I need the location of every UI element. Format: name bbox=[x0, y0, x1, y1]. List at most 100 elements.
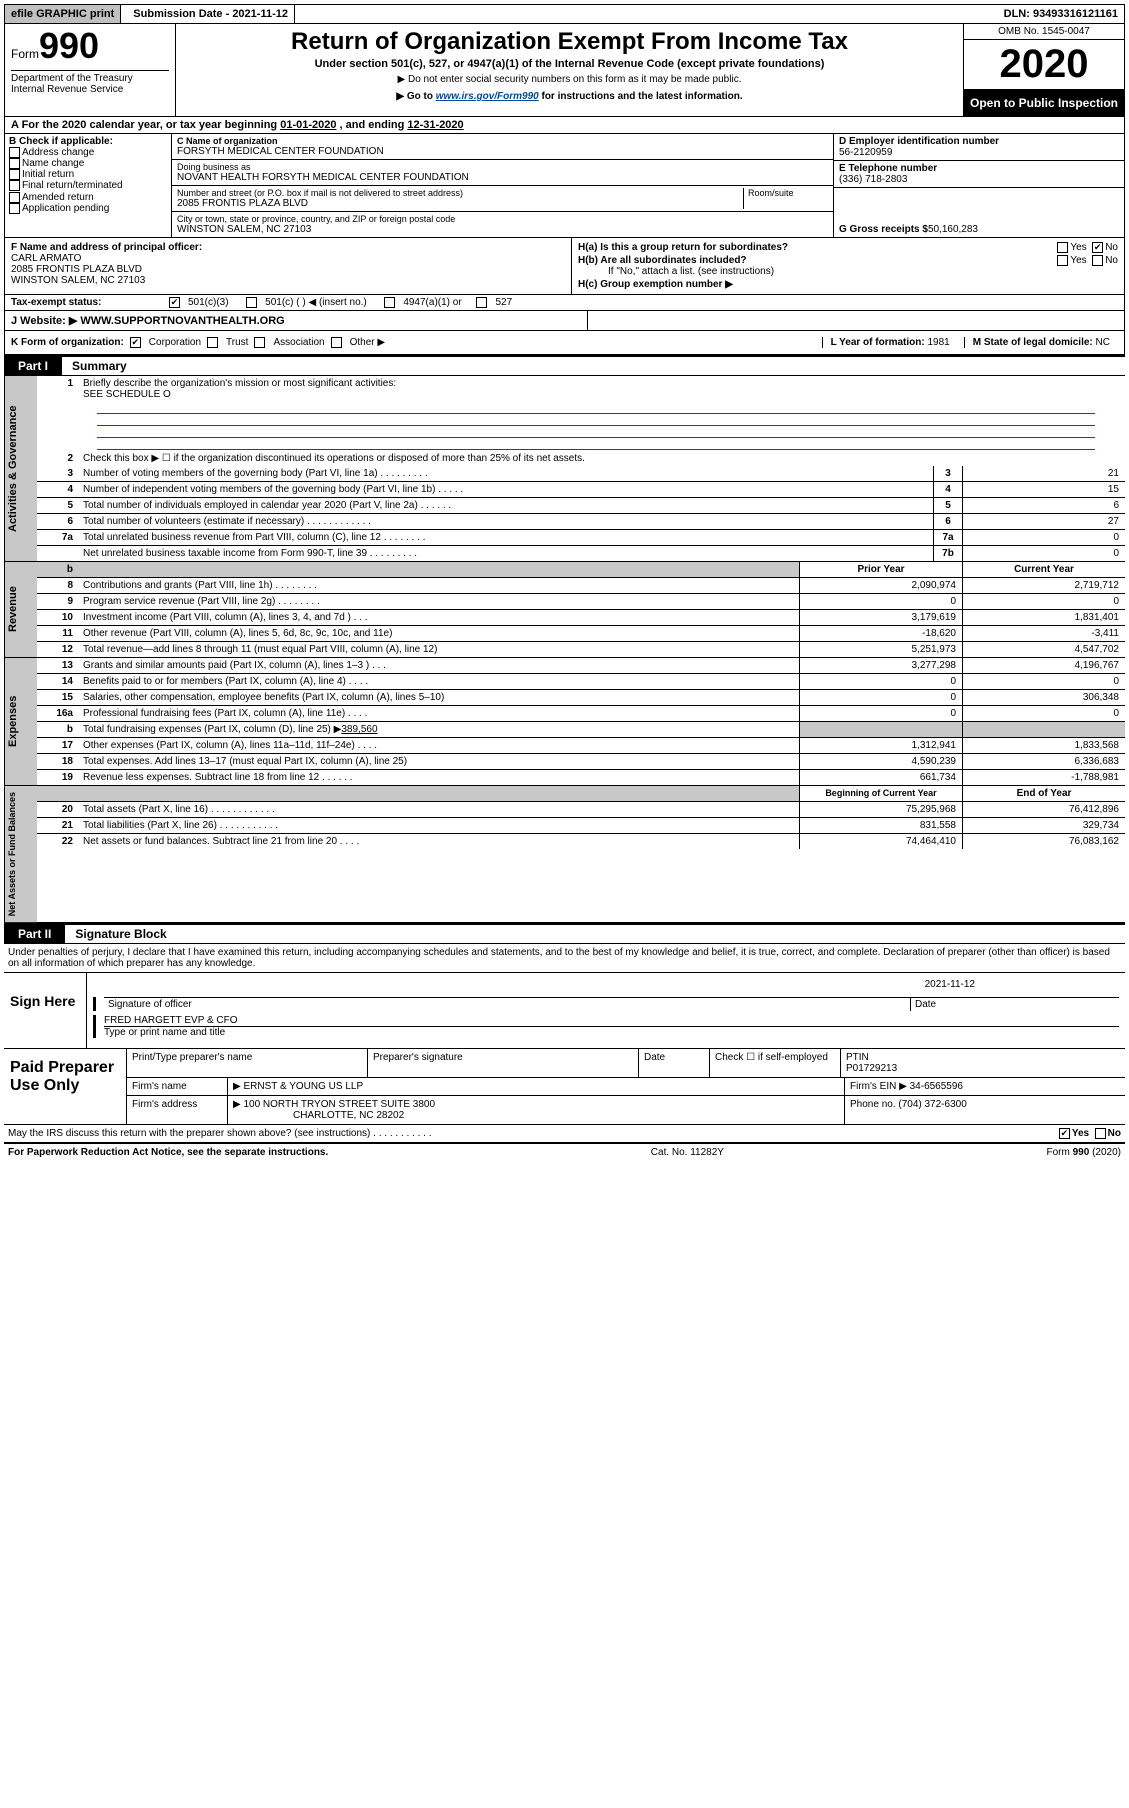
checkbox-icon[interactable] bbox=[1092, 242, 1103, 253]
part2-header: Part II Signature Block bbox=[4, 923, 1125, 944]
net-body: Beginning of Current YearEnd of Year 20T… bbox=[37, 786, 1125, 922]
prior-hdr: Prior Year bbox=[799, 562, 962, 577]
v6: 27 bbox=[962, 514, 1125, 529]
c12: 4,547,702 bbox=[962, 642, 1125, 657]
v7a: 0 bbox=[962, 530, 1125, 545]
instructions-link[interactable]: www.irs.gov/Form990 bbox=[436, 91, 539, 102]
h-check: Check ☐ if self-employed bbox=[710, 1049, 841, 1077]
part1-title: Summary bbox=[72, 357, 127, 375]
checkbox-icon[interactable] bbox=[1057, 242, 1068, 253]
checkbox-icon[interactable] bbox=[384, 297, 395, 308]
ptin-val: P01729213 bbox=[846, 1063, 897, 1074]
l7a: Total unrelated business revenue from Pa… bbox=[79, 530, 933, 545]
efile-label: efile GRAPHIC print bbox=[5, 5, 121, 23]
discuss-q: May the IRS discuss this return with the… bbox=[8, 1128, 432, 1139]
b6: 6 bbox=[933, 514, 962, 529]
gov-body: 1Briefly describe the organization's mis… bbox=[37, 376, 1125, 561]
l18: Total expenses. Add lines 13–17 (must eq… bbox=[79, 754, 799, 769]
checkbox-icon[interactable] bbox=[331, 337, 342, 348]
j-left: J Website: ▶ WWW.SUPPORTNOVANTHEALTH.ORG bbox=[5, 311, 588, 330]
current-hdr: Current Year bbox=[962, 562, 1125, 577]
checkbox-icon[interactable] bbox=[476, 297, 487, 308]
checkbox-icon[interactable] bbox=[1059, 1128, 1070, 1139]
net-section: Net Assets or Fund Balances Beginning of… bbox=[4, 786, 1125, 923]
c14: 0 bbox=[962, 674, 1125, 689]
period-begin: 01-01-2020 bbox=[280, 119, 336, 131]
hb-answers: Yes No bbox=[1057, 255, 1118, 266]
hb-label: H(b) Are all subordinates included? bbox=[578, 255, 747, 266]
bcdeg-row: B Check if applicable: Address change Na… bbox=[5, 133, 1124, 237]
date-lbl: Date bbox=[910, 998, 1119, 1011]
exp-body: 13Grants and similar amounts paid (Part … bbox=[37, 658, 1125, 785]
chk-final: Final return/terminated bbox=[9, 180, 167, 191]
checkbox-icon[interactable] bbox=[9, 169, 20, 180]
right-col: D Employer identification number 56-2120… bbox=[833, 134, 1124, 237]
website-row: J Website: ▶ WWW.SUPPORTNOVANTHEALTH.ORG bbox=[5, 310, 1124, 330]
l17: Other expenses (Part IX, column (A), lin… bbox=[79, 738, 799, 753]
room-label: Room/suite bbox=[748, 188, 828, 198]
c16a: 0 bbox=[962, 706, 1125, 721]
checkbox-icon[interactable] bbox=[169, 297, 180, 308]
no-lbl: No bbox=[1105, 242, 1118, 253]
hc-label: H(c) Group exemption number ▶ bbox=[578, 279, 1118, 290]
rev-section: Revenue bPrior YearCurrent Year 8Contrib… bbox=[4, 562, 1125, 658]
part1-header: Part I Summary bbox=[4, 355, 1125, 376]
checkbox-icon[interactable] bbox=[1095, 1128, 1106, 1139]
c13: 4,196,767 bbox=[962, 658, 1125, 673]
l15: Salaries, other compensation, employee b… bbox=[79, 690, 799, 705]
main-title: Return of Organization Exempt From Incom… bbox=[186, 28, 953, 56]
h-name: Print/Type preparer's name bbox=[127, 1049, 368, 1077]
p8: 2,090,974 bbox=[799, 578, 962, 593]
checkbox-icon[interactable] bbox=[246, 297, 257, 308]
hb-note: If "No," attach a list. (see instruction… bbox=[578, 266, 1118, 277]
j-label: J Website: ▶ bbox=[11, 315, 77, 327]
checkbox-icon[interactable] bbox=[254, 337, 265, 348]
grey-cell bbox=[962, 722, 1125, 737]
part2-tag: Part II bbox=[4, 925, 65, 943]
p11: -18,620 bbox=[799, 626, 962, 641]
section-g: G Gross receipts $ 50,160,283 bbox=[834, 187, 1124, 237]
sub3-a: ▶ Go to bbox=[396, 91, 435, 102]
c19: -1,788,981 bbox=[962, 770, 1125, 785]
chk-initial: Initial return bbox=[9, 169, 167, 180]
checkbox-icon[interactable] bbox=[9, 147, 20, 158]
sign-here-label: Sign Here bbox=[4, 973, 87, 1048]
part1-tag: Part I bbox=[4, 357, 62, 375]
e20: 76,412,896 bbox=[962, 802, 1125, 817]
signer-name: FRED HARGETT EVP & CFO bbox=[104, 1015, 1119, 1026]
c18: 6,336,683 bbox=[962, 754, 1125, 769]
pending-lbl: Application pending bbox=[22, 203, 109, 214]
dba-label: Doing business as bbox=[177, 162, 828, 172]
checkbox-icon[interactable] bbox=[1092, 255, 1103, 266]
sign-block: Sign Here Signature of officer Date 2021… bbox=[4, 972, 1125, 1048]
p9: 0 bbox=[799, 594, 962, 609]
checkbox-icon[interactable] bbox=[9, 158, 20, 169]
checkbox-icon[interactable] bbox=[207, 337, 218, 348]
checkbox-icon[interactable] bbox=[9, 180, 20, 191]
b5: 5 bbox=[933, 498, 962, 513]
section-h: H(a) Is this a group return for subordin… bbox=[572, 238, 1124, 294]
dln: DLN: 93493316121161 bbox=[998, 5, 1124, 23]
firm-ein: Firm's EIN ▶ 34-6565596 bbox=[845, 1078, 1125, 1095]
discuss-no: No bbox=[1108, 1128, 1121, 1139]
l5: Total number of individuals employed in … bbox=[79, 498, 933, 513]
checkbox-icon[interactable] bbox=[9, 192, 20, 203]
subtitle-3: ▶ Go to www.irs.gov/Form990 for instruct… bbox=[186, 91, 953, 102]
mission-line bbox=[97, 403, 1095, 414]
footer-right: Form 990 (2020) bbox=[1047, 1147, 1122, 1158]
l16b-v: 389,560 bbox=[341, 724, 377, 735]
checkbox-icon[interactable] bbox=[130, 337, 141, 348]
opt2: 501(c) ( ) ◀ (insert no.) bbox=[265, 297, 367, 308]
final-return-lbl: Final return/terminated bbox=[22, 181, 123, 192]
b-label: B Check if applicable: bbox=[9, 136, 167, 147]
exp-vtab: Expenses bbox=[4, 658, 37, 785]
footer-left: For Paperwork Reduction Act Notice, see … bbox=[8, 1147, 328, 1158]
tax-label: Tax-exempt status: bbox=[11, 297, 163, 308]
prep-addr-row: Firm's address ▶ 100 NORTH TRYON STREET … bbox=[127, 1095, 1125, 1124]
checkbox-icon[interactable] bbox=[1057, 255, 1068, 266]
e-label: E Telephone number bbox=[839, 163, 1119, 174]
p10: 3,179,619 bbox=[799, 610, 962, 625]
discuss-yes: Yes bbox=[1072, 1128, 1089, 1139]
klm-row: K Form of organization: Corporation Trus… bbox=[5, 330, 1124, 354]
checkbox-icon[interactable] bbox=[9, 203, 20, 214]
